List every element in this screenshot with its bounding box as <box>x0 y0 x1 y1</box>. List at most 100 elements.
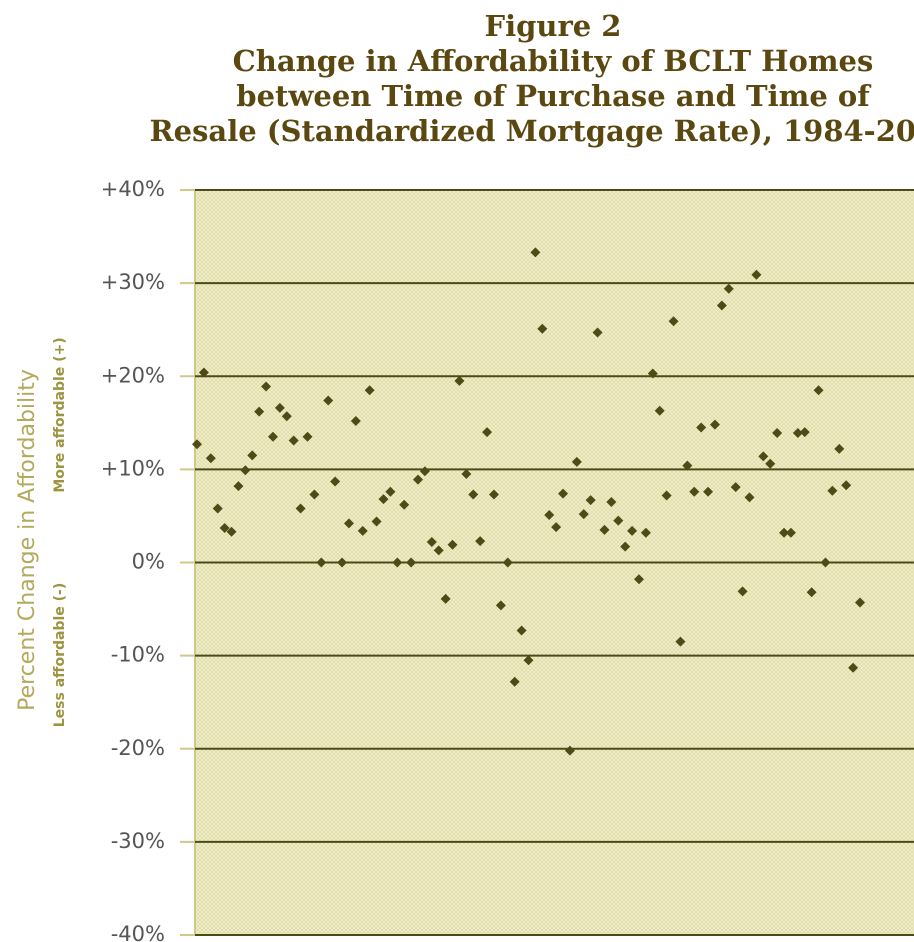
point <box>440 593 451 604</box>
point <box>330 476 341 487</box>
y-tick-label: -10% <box>111 643 165 667</box>
chart-title: between Time of Purchase and Time of <box>236 79 872 113</box>
point <box>454 375 465 386</box>
point <box>413 474 423 485</box>
point <box>675 636 686 647</box>
point <box>447 539 458 550</box>
point <box>274 402 285 413</box>
y-tick-label: +10% <box>101 456 165 480</box>
point <box>495 600 506 611</box>
point <box>247 450 258 461</box>
point <box>785 527 796 538</box>
point <box>744 492 755 503</box>
y-tick-label: -30% <box>111 829 165 853</box>
point <box>323 395 334 406</box>
point <box>578 509 589 520</box>
chart-title: Figure 2 <box>485 9 622 43</box>
point <box>737 586 748 597</box>
point <box>261 381 272 392</box>
point <box>696 422 707 433</box>
point <box>371 516 382 527</box>
point <box>516 625 527 636</box>
point <box>564 745 575 756</box>
point <box>482 427 493 438</box>
point <box>392 557 403 568</box>
point <box>302 431 313 442</box>
point <box>606 496 617 507</box>
point <box>627 525 638 536</box>
point <box>647 368 658 379</box>
point <box>779 527 790 538</box>
point <box>634 574 644 585</box>
point <box>758 451 769 462</box>
point <box>468 489 479 500</box>
point <box>357 525 368 536</box>
point <box>254 406 265 417</box>
point <box>834 443 845 454</box>
point <box>613 515 624 526</box>
point <box>316 557 327 568</box>
y-tick-label: -20% <box>111 736 165 760</box>
point <box>668 316 679 327</box>
point <box>406 557 417 568</box>
point <box>309 489 320 500</box>
annotation: Less affordable (-) <box>52 583 68 728</box>
point <box>212 503 223 514</box>
y-tick-label: +30% <box>101 270 165 294</box>
point <box>288 435 299 446</box>
point <box>537 323 548 334</box>
point <box>461 469 472 480</box>
point <box>654 405 665 416</box>
point <box>682 460 693 471</box>
point <box>599 524 610 535</box>
point <box>502 557 513 568</box>
point <box>192 439 202 450</box>
point <box>544 510 555 521</box>
point <box>364 385 375 396</box>
point <box>198 367 209 378</box>
point <box>378 494 389 505</box>
point <box>765 458 776 469</box>
chart-title: Resale (Standardized Mortgage Rate), 198… <box>150 114 914 148</box>
point <box>792 428 803 439</box>
point <box>723 283 734 294</box>
point <box>433 545 444 556</box>
point <box>385 486 396 497</box>
point <box>848 662 859 673</box>
point <box>426 537 437 548</box>
point <box>509 676 520 687</box>
point <box>620 541 631 552</box>
point <box>689 486 700 497</box>
point <box>205 453 216 464</box>
point <box>813 385 824 396</box>
point <box>419 466 430 477</box>
y-tick-label: +20% <box>101 363 165 387</box>
point <box>799 427 810 438</box>
point <box>820 557 831 568</box>
point <box>350 415 361 426</box>
chart-title: Change in Affordability of BCLT Homes <box>233 44 874 78</box>
y-axis-label: Percent Change in Affordability <box>15 369 40 711</box>
point <box>523 655 534 666</box>
point <box>343 518 354 529</box>
point <box>585 495 596 506</box>
y-tick-label: 0% <box>132 550 165 574</box>
point <box>233 481 244 492</box>
point <box>295 503 306 514</box>
annotation: More affordable (+) <box>52 337 68 492</box>
point <box>399 499 410 510</box>
point <box>337 557 348 568</box>
point <box>530 247 541 258</box>
point <box>240 465 251 476</box>
point <box>226 526 237 537</box>
point <box>661 490 672 501</box>
point <box>772 428 783 439</box>
point <box>267 431 278 442</box>
point <box>571 456 582 467</box>
point <box>592 327 603 338</box>
point <box>751 269 762 280</box>
point <box>703 486 714 497</box>
point <box>806 587 817 598</box>
point <box>488 489 499 500</box>
